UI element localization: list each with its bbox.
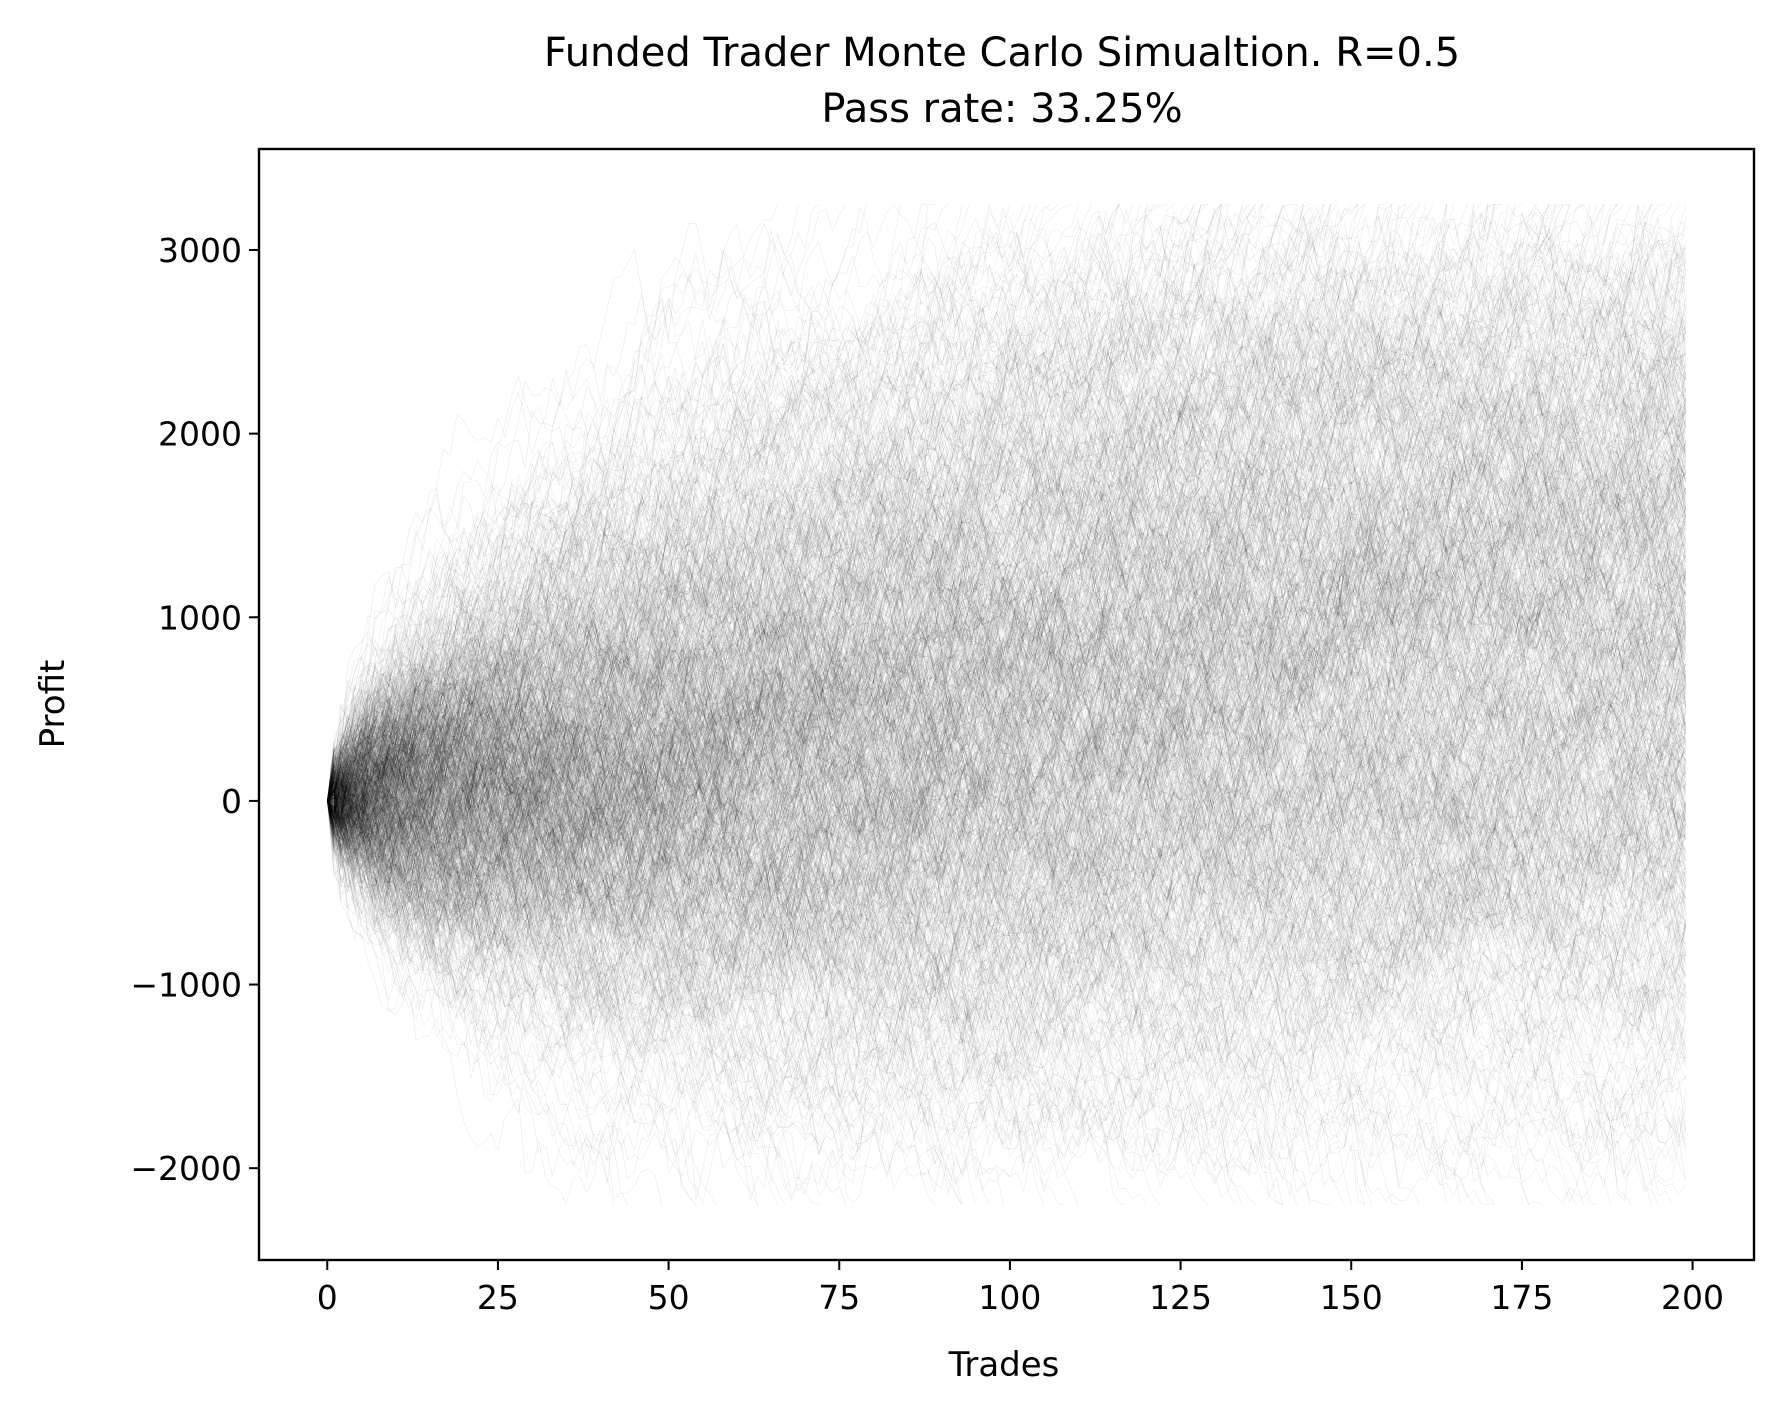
simulation-path [327,337,1686,876]
simulation-path [327,323,1686,821]
simulation-path [327,340,1686,825]
x-tick-label: 175 [1490,1278,1553,1317]
simulation-path [327,560,1686,941]
simulation-path [327,438,1686,865]
simulation-path [327,704,1686,1183]
simulation-path [327,763,1686,1100]
simulation-path [327,487,1686,802]
simulation-path [327,663,977,1205]
x-tick-label: 150 [1320,1278,1383,1317]
simulation-path [327,506,1686,935]
simulation-path [327,755,1686,1204]
y-tick-label: 1000 [158,598,242,637]
simulation-path [327,696,1686,1168]
x-tick-label: 200 [1661,1278,1724,1317]
x-tick-label: 125 [1149,1278,1212,1317]
x-axis: 0 25 50 75 100 125 150 175 200 [317,1260,1724,1317]
simulation-path [327,641,1686,1138]
y-tick-label: 2000 [158,415,242,454]
simulation-path [327,504,1686,1057]
simulation-path [327,203,1052,891]
simulation-path [327,709,1686,983]
simulation-path [327,583,1686,857]
simulation-path [327,546,1686,961]
simulation-path [327,467,1686,1128]
simulation-path [327,318,1686,801]
simulation-path [327,480,1686,812]
simulation-path [327,624,1686,997]
simulation-path [327,513,1686,947]
y-tick-label: −2000 [130,1149,242,1188]
simulation-path [327,285,1686,993]
simulation-path [327,203,1557,810]
simulation-path [327,681,1686,939]
simulation-path [327,311,1686,801]
simulation-path [327,252,1686,973]
simulation-path [327,613,1686,896]
y-tick-label: 0 [221,782,242,821]
simulation-path [327,408,1686,874]
y-axis: −2000 −1000 0 1000 2000 3000 [130,231,259,1188]
simulation-path [327,203,1495,1108]
simulation-path [327,203,1195,941]
simulation-path [327,473,1686,801]
simulation-path [327,238,1686,802]
simulation-paths [327,203,1686,1206]
x-tick-label: 50 [648,1278,690,1317]
simulation-path [327,335,1686,1110]
y-tick-label: 3000 [158,231,242,270]
simulation-path [327,463,1686,1015]
simulation-path [327,203,1680,802]
x-tick-label: 25 [477,1278,519,1317]
chart-title: Funded Trader Monte Carlo Simualtion. R=… [544,30,1460,76]
simulation-path [327,528,1686,901]
simulation-path [327,650,1686,971]
simulation-path [327,203,1222,919]
simulation-path [327,489,1686,825]
simulation-path [327,308,1686,840]
simulation-path [327,749,1004,1205]
simulation-path [327,591,1686,900]
simulation-path [327,204,1591,855]
simulation-path [327,642,1686,1040]
simulation-path [327,308,1686,991]
simulation-path [327,660,1686,1064]
simulation-path [327,698,1686,1187]
simulation-path [327,265,1686,870]
simulation-path [327,522,1686,864]
x-tick-label: 75 [818,1278,860,1317]
simulation-path [327,601,1686,1008]
x-axis-label: Trades [948,1345,1060,1385]
simulation-path [327,369,1686,982]
simulation-path [327,284,1686,897]
x-tick-label: 100 [978,1278,1041,1317]
simulation-path [327,204,1297,868]
simulation-path [327,400,1686,835]
x-tick-label: 0 [317,1278,338,1317]
simulation-path [327,203,1386,840]
simulation-path [327,310,1686,884]
y-axis-label: Profit [33,660,73,749]
chart-subtitle: Pass rate: 33.25% [821,86,1182,132]
simulation-path [327,510,1686,893]
simulation-path [327,734,1686,1144]
simulation-path [327,577,1686,1048]
simulation-path [327,535,1686,889]
simulation-path [327,729,1686,1159]
simulation-path [327,383,1686,809]
simulation-path [327,362,1686,826]
simulation-path [327,454,1686,847]
y-tick-label: −1000 [130,966,242,1005]
simulation-path [327,328,1686,869]
simulation-path [327,271,1686,802]
simulation-path [327,742,1686,1061]
simulation-path [327,785,1488,1206]
simulation-path [327,800,1161,1206]
simulation-path [327,203,1311,855]
simulation-path [327,709,1686,1008]
simulation-path [327,673,1686,1090]
simulation-path [327,640,1686,941]
